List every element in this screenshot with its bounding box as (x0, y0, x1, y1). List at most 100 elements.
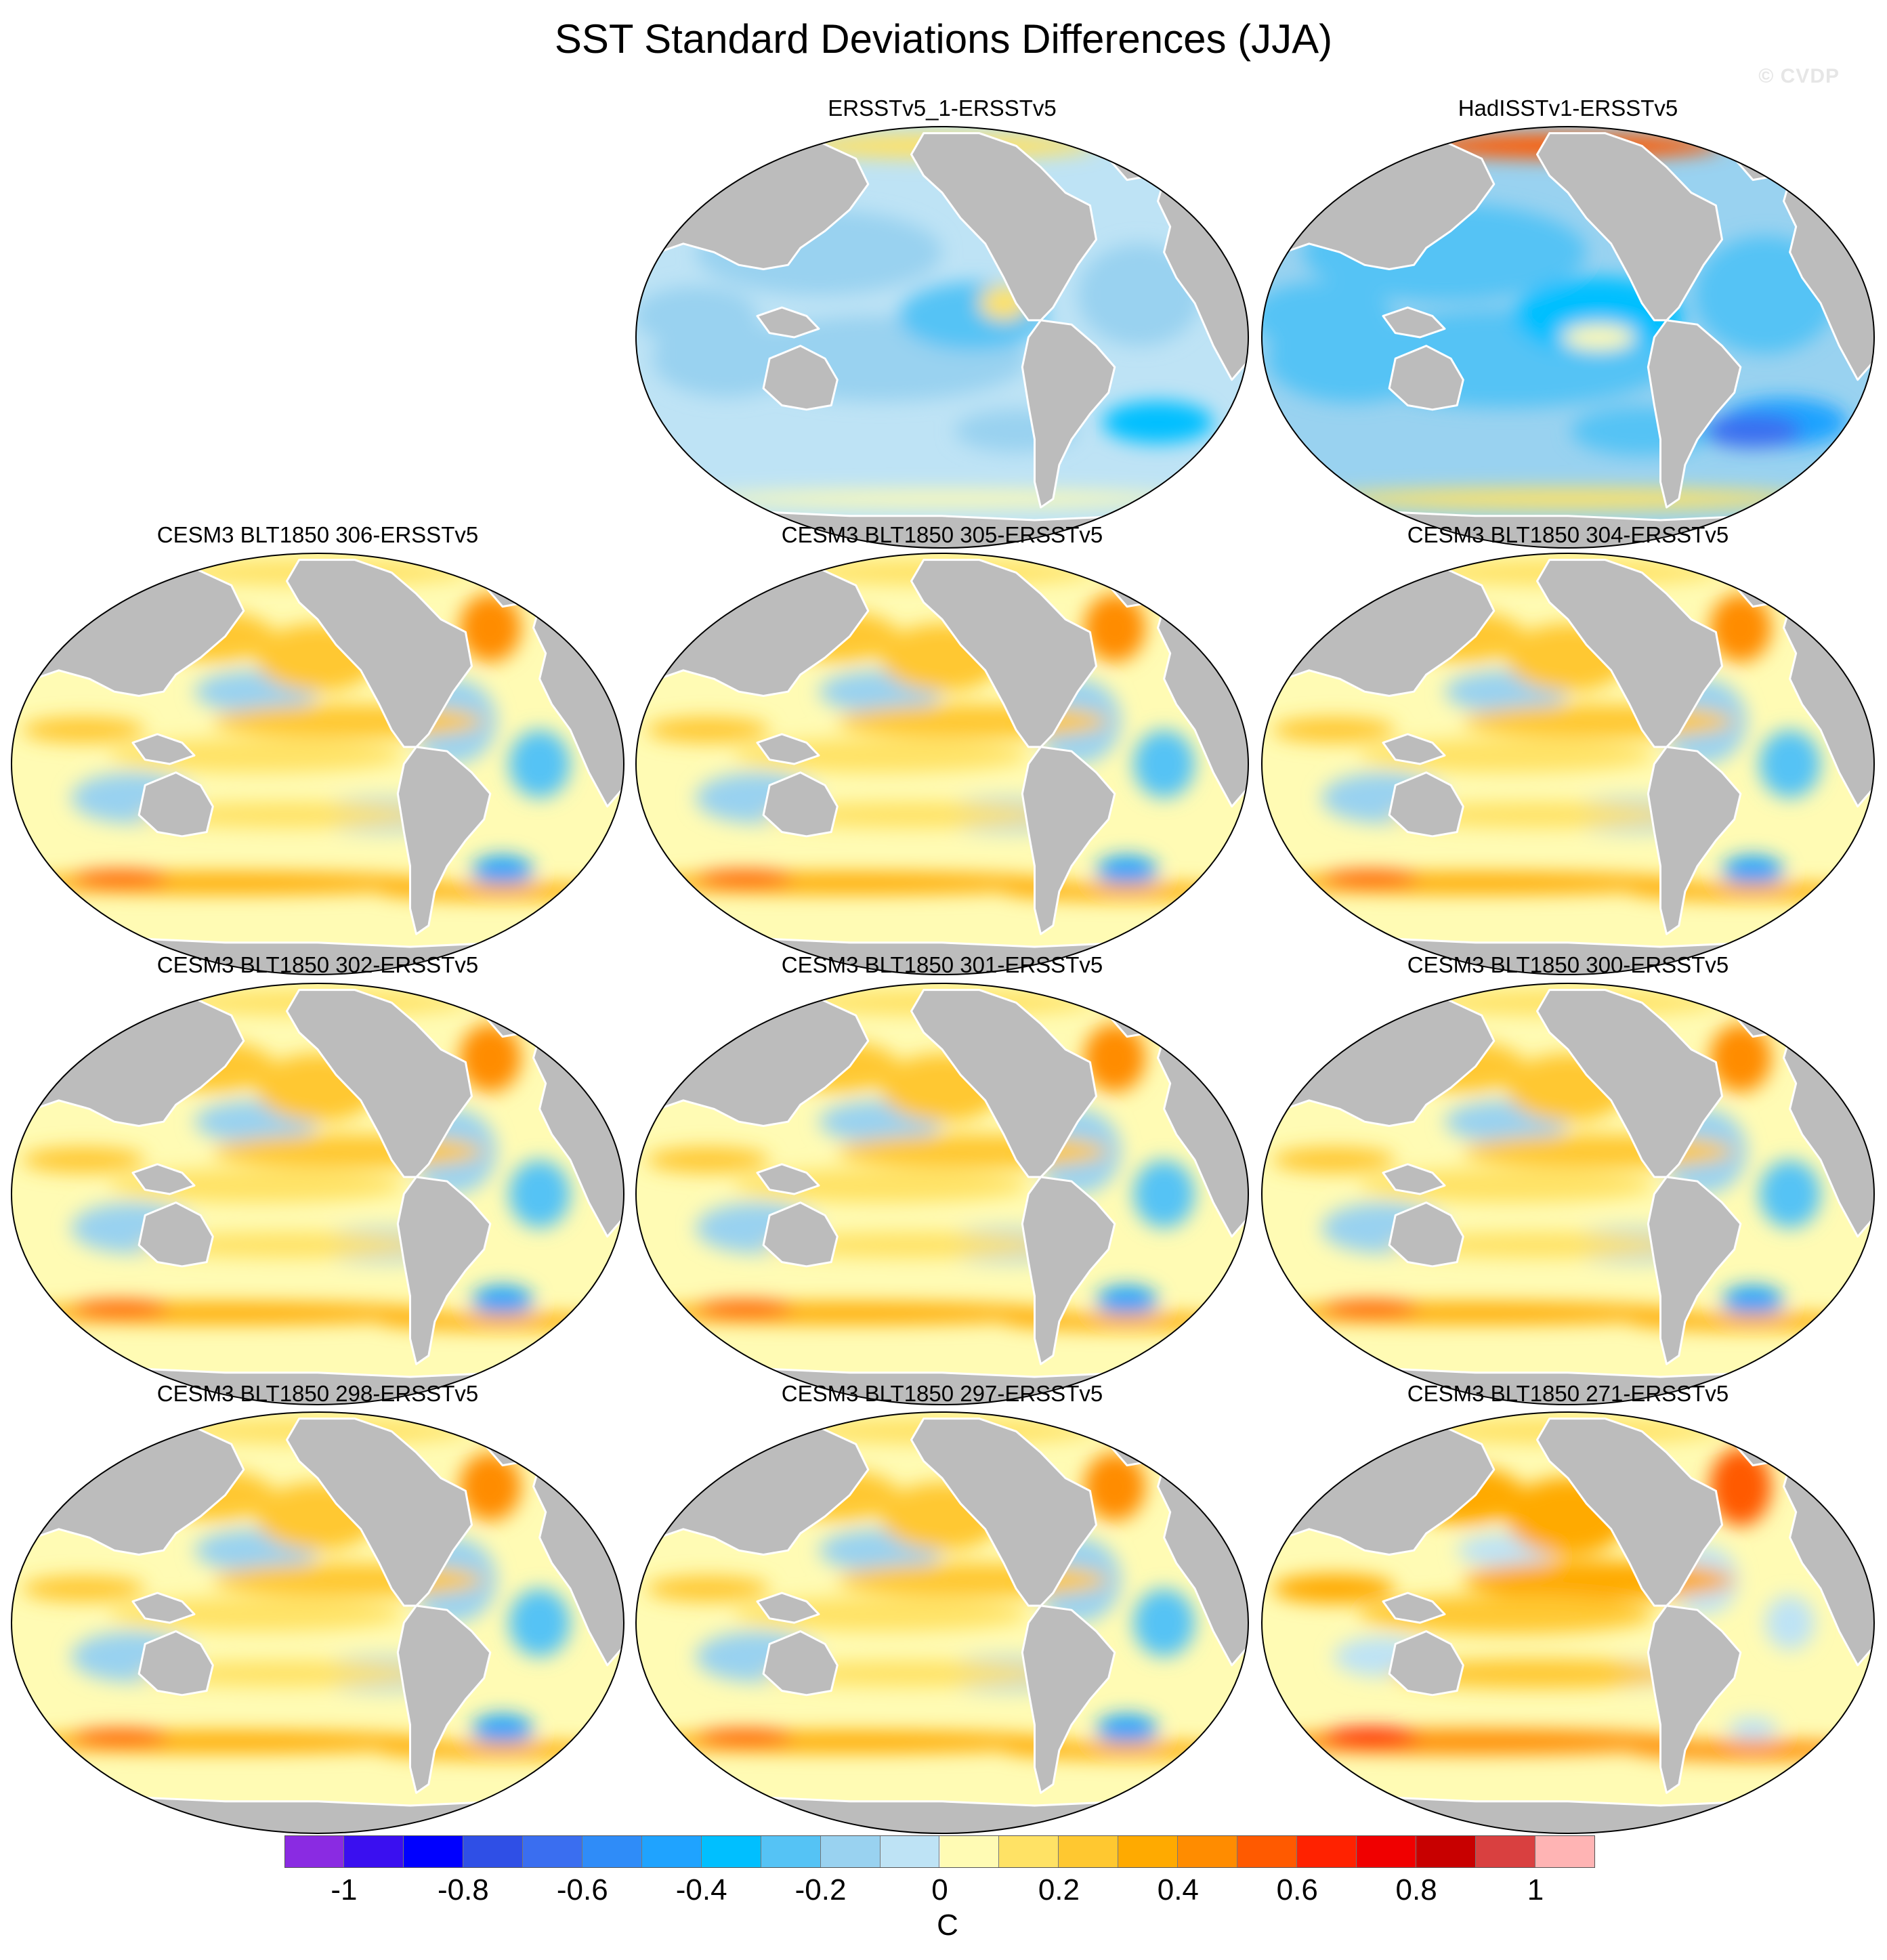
panel-title: CESM3 BLT1850 297-ERSSTv5 (781, 1381, 1103, 1406)
land-maritime-continent (131, 1592, 196, 1624)
land-australia (1388, 345, 1464, 411)
colorbar-box (939, 1835, 1000, 1868)
colorbar-box (999, 1835, 1059, 1868)
land-south-america (396, 746, 492, 935)
land-south-america (1021, 746, 1116, 935)
land-australia (137, 1201, 214, 1268)
land-australia (762, 345, 839, 411)
map-panel: CESM3 BLT1850 297-ERSSTv5 (634, 1380, 1250, 1839)
figure-title: SST Standard Deviations Differences (JJA… (554, 16, 1333, 62)
robinson-map (635, 1411, 1249, 1834)
land-maritime-continent (1382, 1163, 1446, 1195)
land-south-america (1021, 1176, 1116, 1365)
colorbar-tick-label: -0.6 (556, 1873, 608, 1906)
robinson-map (1261, 1411, 1875, 1834)
land-australia (762, 1201, 839, 1268)
land-north-america (910, 1418, 1097, 1607)
colorbar-box (403, 1835, 463, 1868)
colorbar (284, 1835, 1595, 1868)
land-south-america (1647, 1604, 1742, 1794)
land-maritime-continent (1382, 1592, 1446, 1624)
map-panel: CESM3 BLT1850 298-ERSSTv5 (9, 1380, 626, 1839)
colorbar-box (1118, 1835, 1179, 1868)
colorbar-tick-label: -0.8 (437, 1873, 489, 1906)
land-maritime-continent (756, 1163, 820, 1195)
colorbar-box (1178, 1835, 1238, 1868)
land-maritime-continent (1382, 306, 1446, 339)
land-north-america (1536, 132, 1723, 322)
land-north-america (286, 1418, 473, 1607)
land-australia (1388, 1201, 1464, 1268)
colorbar-unit: C (937, 1909, 958, 1942)
colorbar-tick-label: -0.4 (675, 1873, 727, 1906)
colorbar-box (582, 1835, 642, 1868)
panel-title: CESM3 BLT1850 271-ERSSTv5 (1407, 1381, 1729, 1406)
colorbar-box (880, 1835, 940, 1868)
colorbar-tick-label: 0.2 (1038, 1873, 1080, 1906)
robinson-map (11, 553, 624, 975)
land-australia (137, 1630, 214, 1697)
robinson-map (635, 126, 1249, 549)
land-australia (762, 1630, 839, 1697)
land-maritime-continent (1382, 733, 1446, 765)
land-north-america (1536, 989, 1723, 1178)
land-south-america (1021, 319, 1116, 509)
panel-title: CESM3 BLT1850 301-ERSSTv5 (781, 952, 1103, 977)
map-panel: CESM3 BLT1850 271-ERSSTv5 (1260, 1380, 1876, 1839)
land-north-america (910, 559, 1097, 748)
panel-title: CESM3 BLT1850 304-ERSSTv5 (1407, 522, 1729, 547)
map-panel: CESM3 BLT1850 305-ERSSTv5 (634, 521, 1250, 981)
colorbar-box (343, 1835, 404, 1868)
land-maritime-continent (756, 306, 820, 339)
map-panel: HadISSTv1-ERSSTv5 (1260, 95, 1876, 554)
colorbar-tick-label: -0.2 (794, 1873, 847, 1906)
colorbar-tick-label: 0 (931, 1873, 948, 1906)
colorbar-tick-label: -1 (331, 1873, 358, 1906)
map-panel: CESM3 BLT1850 300-ERSSTv5 (1260, 952, 1876, 1411)
robinson-map (635, 983, 1249, 1405)
map-panel: CESM3 BLT1850 301-ERSSTv5 (634, 952, 1250, 1411)
robinson-map (1261, 553, 1875, 975)
panel-title: CESM3 BLT1850 305-ERSSTv5 (781, 522, 1103, 547)
colorbar-box (1476, 1835, 1536, 1868)
panel-title: CESM3 BLT1850 302-ERSSTv5 (156, 952, 479, 977)
land-australia (137, 771, 214, 838)
colorbar-box (522, 1835, 582, 1868)
colorbar-box (284, 1835, 344, 1868)
colorbar-box (1297, 1835, 1357, 1868)
land-maritime-continent (131, 1163, 196, 1195)
robinson-map (1261, 983, 1875, 1405)
panel-title: HadISSTv1-ERSSTv5 (1458, 95, 1678, 121)
land-south-america (1647, 319, 1742, 509)
land-maritime-continent (131, 733, 196, 765)
panel-title: CESM3 BLT1850 300-ERSSTv5 (1407, 952, 1729, 977)
land-south-america (396, 1176, 492, 1365)
land-australia (762, 771, 839, 838)
robinson-map (635, 553, 1249, 975)
land-australia (1388, 1630, 1464, 1697)
colorbar-box (701, 1835, 761, 1868)
land-australia (1388, 771, 1464, 838)
robinson-map (1261, 126, 1875, 549)
land-north-america (1536, 1418, 1723, 1607)
map-panel: CESM3 BLT1850 304-ERSSTv5 (1260, 521, 1876, 981)
panel-title: CESM3 BLT1850 298-ERSSTv5 (156, 1381, 479, 1406)
colorbar-box (1357, 1835, 1417, 1868)
colorbar-tick-label: 0.8 (1395, 1873, 1437, 1906)
land-south-america (396, 1604, 492, 1794)
map-panel: ERSSTv5_1-ERSSTv5 (634, 95, 1250, 554)
colorbar-tick-label: 1 (1527, 1873, 1544, 1906)
land-north-america (1536, 559, 1723, 748)
colorbar-box (1059, 1835, 1119, 1868)
land-south-america (1647, 1176, 1742, 1365)
panel-title: CESM3 BLT1850 306-ERSSTv5 (156, 522, 479, 547)
panel-title: ERSSTv5_1-ERSSTv5 (828, 95, 1057, 121)
colorbar-box (641, 1835, 702, 1868)
colorbar-box (820, 1835, 881, 1868)
colorbar-box (463, 1835, 523, 1868)
map-panel: CESM3 BLT1850 306-ERSSTv5 (9, 521, 626, 981)
colorbar-box (1416, 1835, 1477, 1868)
land-south-america (1647, 746, 1742, 935)
colorbar-box (1237, 1835, 1298, 1868)
robinson-map (11, 983, 624, 1405)
